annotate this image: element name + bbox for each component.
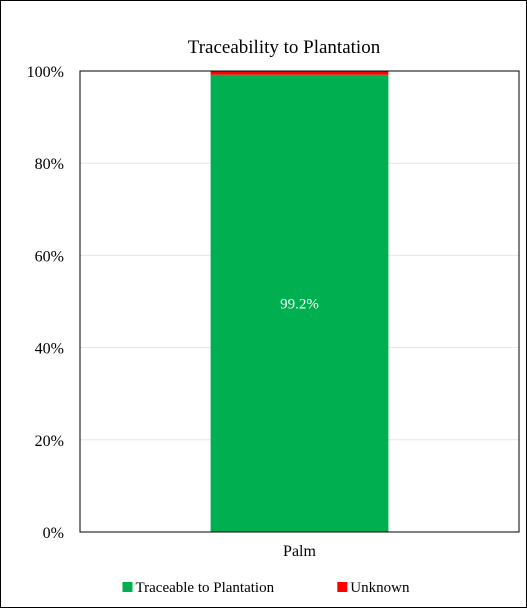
legend-label: Unknown — [350, 580, 410, 596]
legend-swatch — [337, 582, 348, 592]
bar-segment — [210, 71, 389, 75]
x-tick-label: Palm — [283, 543, 316, 560]
legend-item: Unknown — [337, 580, 410, 596]
y-tick-label: 20% — [35, 433, 64, 450]
bar-data-label: 99.2% — [280, 296, 319, 312]
y-tick-label: 40% — [35, 341, 64, 358]
y-tick-label: 80% — [35, 156, 64, 173]
y-tick-label: 0% — [43, 525, 64, 542]
bar-segment — [210, 74, 389, 533]
y-tick-label: 60% — [35, 248, 64, 265]
legend-item: Traceable to Plantation — [122, 580, 275, 596]
y-tick-label: 100% — [27, 64, 64, 81]
legend-swatch — [122, 582, 133, 592]
legend-label: Traceable to Plantation — [136, 580, 275, 596]
plot-area-border — [79, 70, 520, 533]
chart-title: Traceability to Plantation — [188, 37, 381, 58]
